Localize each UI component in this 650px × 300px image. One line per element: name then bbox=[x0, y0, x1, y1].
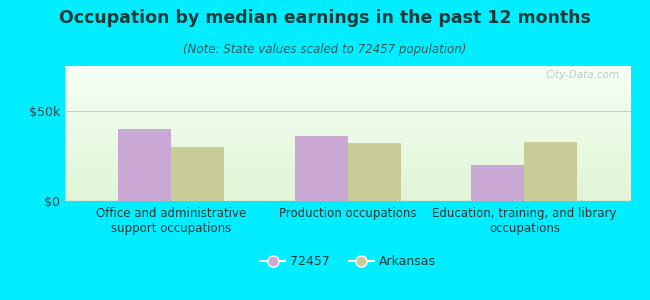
Bar bbox=[118, 129, 171, 201]
Bar bbox=[471, 165, 525, 201]
Bar bbox=[294, 136, 348, 201]
Bar bbox=[171, 147, 224, 201]
Legend: 72457, Arkansas: 72457, Arkansas bbox=[255, 250, 441, 273]
Text: Occupation by median earnings in the past 12 months: Occupation by median earnings in the pas… bbox=[59, 9, 591, 27]
Bar bbox=[348, 143, 401, 201]
Text: (Note: State values scaled to 72457 population): (Note: State values scaled to 72457 popu… bbox=[183, 44, 467, 56]
Text: City-Data.com: City-Data.com bbox=[545, 70, 619, 80]
Bar bbox=[525, 142, 577, 201]
